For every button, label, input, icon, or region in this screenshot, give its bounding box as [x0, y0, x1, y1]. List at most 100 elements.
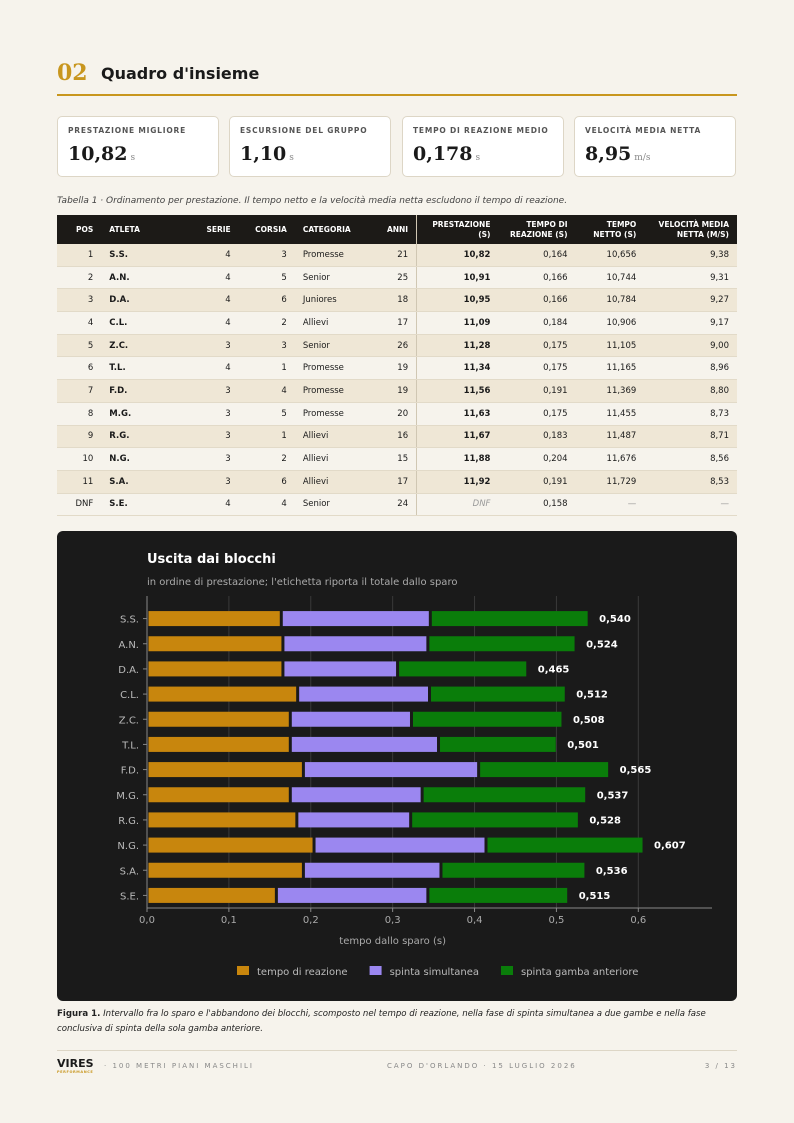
x-tick-label: 0,2 [303, 915, 319, 926]
chart-panel: Uscita dai blocchi in ordine di prestazio… [57, 531, 737, 1001]
table-cell: S.A. [101, 470, 190, 494]
kpi-number: 10,82 [68, 143, 128, 165]
table-row: 2 A.N. 4 5 Senior 25 10,91 0,166 10,744 9,31 [57, 266, 737, 290]
table-row: 6 T.L. 4 1 Promesse 19 11,34 0,175 11,165 8,96 [57, 356, 737, 381]
table-row: 9 R.G. 3 1 Allievi 16 11,67 0,183 11,487 8,71 [57, 425, 737, 449]
table-cell: 5 [238, 266, 295, 290]
table-cell: 0,166 [498, 288, 576, 313]
chart: Uscita dai blocchi in ordine di prestazio… [116, 552, 712, 978]
x-axis-label: tempo dallo sparo (s) [339, 936, 446, 947]
table-cell: Promesse [294, 402, 371, 426]
bar-segment [480, 762, 609, 778]
column-header: SERIE [189, 215, 239, 244]
table-cell: 8,53 [644, 470, 737, 494]
table-caption: Tabella 1 · Ordinamento per prestazione.… [57, 196, 568, 206]
table-cell: 8,71 [644, 425, 737, 449]
table-cell: 0,191 [498, 470, 576, 494]
bar-segment [148, 812, 296, 828]
table-cell: 0,158 [498, 493, 576, 517]
kpi-value: 0,178 s [413, 143, 553, 165]
table-cell: 2 [57, 266, 102, 290]
table-cell: 3 [189, 379, 239, 403]
kpi-card: ESCURSIONE DEL GRUPPO 1,10 s [229, 116, 391, 177]
table-cell: 0,191 [498, 379, 576, 403]
bar-segment [304, 862, 440, 878]
bar-segment [291, 736, 438, 752]
table-cell: 8,96 [644, 356, 737, 381]
table-cell: 10,656 [575, 244, 645, 267]
y-tick-label: N.G. [117, 841, 139, 852]
bar-segment [487, 837, 643, 853]
table-row: 8 M.G. 3 5 Promesse 20 11,63 0,175 11,455 8,73 [57, 402, 737, 426]
total-label: 0,515 [579, 891, 611, 902]
y-tick-label: T.L. [121, 740, 139, 751]
bar-segment [423, 787, 586, 803]
total-label: 0,524 [586, 639, 618, 650]
table-cell: 11,729 [575, 470, 645, 494]
bar-segment [148, 636, 282, 652]
table-cell: 21 [370, 244, 417, 267]
total-label: 0,536 [596, 866, 628, 877]
x-tick-label: 0,0 [139, 915, 155, 926]
total-label: 0,501 [567, 740, 599, 751]
table-cell: 9 [57, 425, 102, 449]
table-cell: 24 [370, 493, 417, 517]
table-cell: 11,165 [575, 356, 645, 381]
kpi-unit: s [475, 153, 481, 163]
bar-segment [429, 636, 575, 652]
table-cell: 11,105 [575, 334, 645, 358]
y-tick-label: S.E. [120, 891, 139, 902]
table-cell: 3 [189, 402, 239, 426]
brand: VIRES PERFORMANCE [57, 1057, 94, 1074]
bar-segment [291, 711, 410, 727]
bar-segment [148, 887, 275, 903]
rule [57, 94, 737, 96]
table-cell: Allievi [294, 447, 371, 471]
legend-label: spinta gamba anteriore [521, 967, 638, 978]
bar-segment [315, 837, 485, 853]
kpi-number: 1,10 [240, 143, 287, 165]
bar-segment [298, 812, 410, 828]
table-row: 11 S.A. 3 6 Allievi 17 11,92 0,191 11,729 8,53 [57, 470, 737, 494]
table-row: 5 Z.C. 3 3 Senior 26 11,28 0,175 11,105 9,00 [57, 334, 737, 358]
table-cell: — [575, 493, 645, 517]
table-cell: 6 [238, 288, 295, 313]
bar-segment [412, 711, 562, 727]
kpi-label: ESCURSIONE DEL GRUPPO [240, 126, 368, 135]
x-tick-label: 0,3 [385, 915, 401, 926]
bar-segment [148, 837, 313, 853]
table-cell: 3 [189, 470, 239, 494]
table-cell: F.D. [101, 379, 190, 403]
table-cell: M.G. [101, 402, 190, 426]
legend-swatch [501, 966, 513, 975]
brand-sub: PERFORMANCE [57, 1070, 94, 1074]
kpi-unit: s [130, 153, 136, 163]
total-label: 0,537 [597, 790, 629, 801]
bar-segment [291, 787, 421, 803]
chart-subtitle: in ordine di prestazione; l'etichetta ri… [147, 577, 457, 588]
footer-place: CAPO D'ORLANDO · 15 LUGLIO 2026 [387, 1062, 577, 1070]
bar-segment [299, 686, 428, 702]
table-cell: 5 [238, 402, 295, 426]
bar-segment [148, 762, 302, 778]
bar-segment [148, 686, 297, 702]
table-cell: 4 [189, 244, 239, 267]
table-cell: 3 [189, 425, 239, 449]
table-cell: C.L. [101, 311, 190, 335]
legend-label: tempo di reazione [257, 967, 348, 978]
table-cell: 10,82 [416, 244, 499, 267]
bar-segment [148, 711, 289, 727]
table-cell: 25 [370, 266, 417, 290]
bar-segment [148, 661, 282, 677]
table-cell: 11,67 [416, 425, 499, 449]
table-cell: Promesse [294, 379, 371, 403]
table-cell: 11 [57, 470, 102, 494]
x-tick-label: 0,4 [467, 915, 483, 926]
table-cell: 6 [57, 356, 102, 381]
table-cell: 1 [57, 244, 102, 267]
table-cell: 17 [370, 311, 417, 335]
table-cell: 4 [189, 288, 239, 313]
table-cell: 0,175 [498, 402, 576, 426]
legend-swatch [237, 966, 249, 975]
